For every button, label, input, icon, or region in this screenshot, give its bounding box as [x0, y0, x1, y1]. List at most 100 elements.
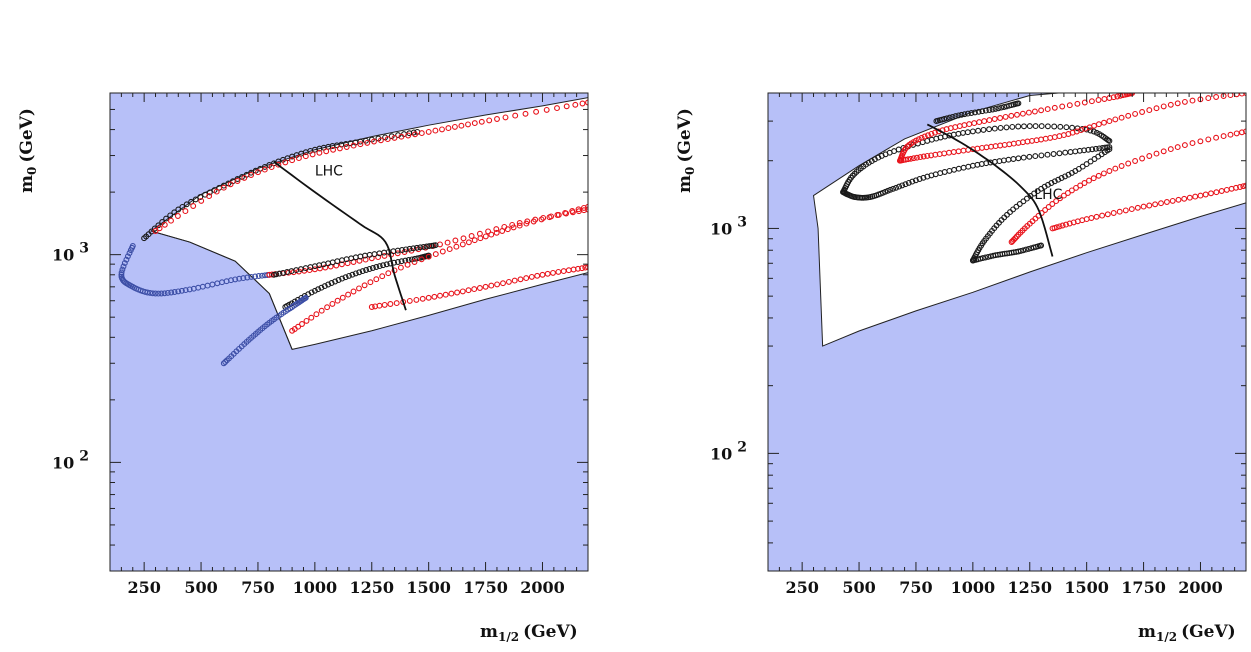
x-axis-label: m1/2 (GeV): [1138, 622, 1236, 644]
data-point: [510, 224, 517, 231]
data-point: [579, 100, 586, 107]
data-point: [164, 289, 171, 296]
data-point: [1044, 106, 1051, 113]
data-point: [418, 256, 425, 263]
data-point: [1083, 161, 1090, 168]
data-point: [992, 105, 999, 112]
data-point: [413, 244, 420, 251]
data-point: [313, 311, 320, 318]
data-point: [468, 233, 475, 239]
data-point: [1125, 93, 1132, 97]
lhc-reach-line: [926, 123, 1054, 257]
data-point: [511, 277, 518, 284]
y-tick-label: 10 3: [710, 214, 747, 238]
data-point: [1233, 184, 1239, 191]
data-point: [563, 103, 570, 110]
data-point: [958, 111, 965, 118]
data-point: [323, 148, 330, 155]
data-point: [1064, 190, 1071, 196]
data-point: [1049, 201, 1056, 207]
data-point: [949, 113, 956, 120]
data-point: [925, 132, 931, 139]
data-point: [448, 290, 455, 297]
data-point: [465, 121, 471, 128]
data-point: [1205, 95, 1212, 102]
data-point: [175, 206, 182, 213]
data-point: [932, 129, 938, 136]
data-point: [986, 126, 993, 133]
data-point: [575, 265, 581, 272]
data-point: [544, 270, 551, 277]
x-tick-label: 1000: [951, 578, 996, 597]
data-point: [182, 287, 189, 294]
data-point: [1189, 140, 1196, 147]
data-point: [1081, 147, 1088, 154]
y-tick-label: 10 2: [52, 448, 89, 472]
data-point: [127, 247, 134, 254]
data-point: [1238, 93, 1245, 97]
data-point: [412, 131, 418, 138]
data-point: [1051, 123, 1058, 130]
data-point: [420, 243, 427, 250]
data-point: [220, 182, 227, 189]
data-point: [533, 108, 540, 115]
data-point: [168, 217, 174, 224]
data-point: [119, 266, 126, 273]
data-point: [485, 228, 492, 235]
data-point: [905, 179, 912, 186]
data-point: [1025, 245, 1032, 252]
data-point: [921, 133, 928, 140]
data-point: [986, 117, 993, 124]
data-point: [1153, 105, 1160, 112]
data-point: [381, 252, 388, 259]
data-point: [453, 243, 460, 250]
data-point: [336, 145, 343, 152]
data-point: [1031, 108, 1038, 115]
data-point: [236, 275, 243, 282]
data-point: [280, 269, 286, 276]
data-point: [149, 290, 156, 297]
data-point: [346, 272, 352, 279]
data-point: [1042, 207, 1049, 213]
data-point: [478, 118, 485, 125]
data-point: [163, 215, 170, 222]
data-point: [385, 270, 392, 277]
data-point: [1099, 212, 1106, 219]
data-point: [232, 276, 239, 283]
data-point: [1163, 199, 1170, 205]
data-point: [902, 145, 909, 152]
data-point: [171, 209, 178, 216]
data-point: [120, 263, 127, 270]
data-point: [419, 295, 426, 302]
data-point: [995, 105, 1002, 112]
data-marks: [840, 93, 1246, 264]
data-point: [1095, 121, 1102, 128]
data-point: [504, 226, 511, 233]
data-point: [155, 290, 162, 297]
data-point: [476, 285, 483, 291]
data-point: [425, 128, 432, 135]
data-point: [986, 107, 993, 113]
data-point: [1112, 165, 1119, 172]
axis-ticks: [109, 92, 589, 572]
data-point: [384, 136, 391, 143]
data-point: [902, 181, 909, 188]
data-point: [366, 266, 373, 272]
data-point: [952, 113, 959, 120]
data-point: [350, 142, 357, 149]
data-point: [516, 220, 523, 226]
data-point: [1197, 138, 1204, 145]
data-point: [1081, 99, 1088, 106]
data-point: [500, 280, 506, 287]
data-point: [368, 304, 375, 310]
data-point: [1116, 208, 1123, 215]
data-point: [343, 144, 350, 150]
data-point: [178, 287, 185, 294]
data-point: [161, 290, 168, 297]
data-point: [1233, 130, 1240, 137]
data-point: [220, 360, 227, 367]
x-tick-label: 1750: [1121, 578, 1166, 597]
data-point: [1101, 119, 1107, 126]
data-point: [961, 111, 968, 118]
